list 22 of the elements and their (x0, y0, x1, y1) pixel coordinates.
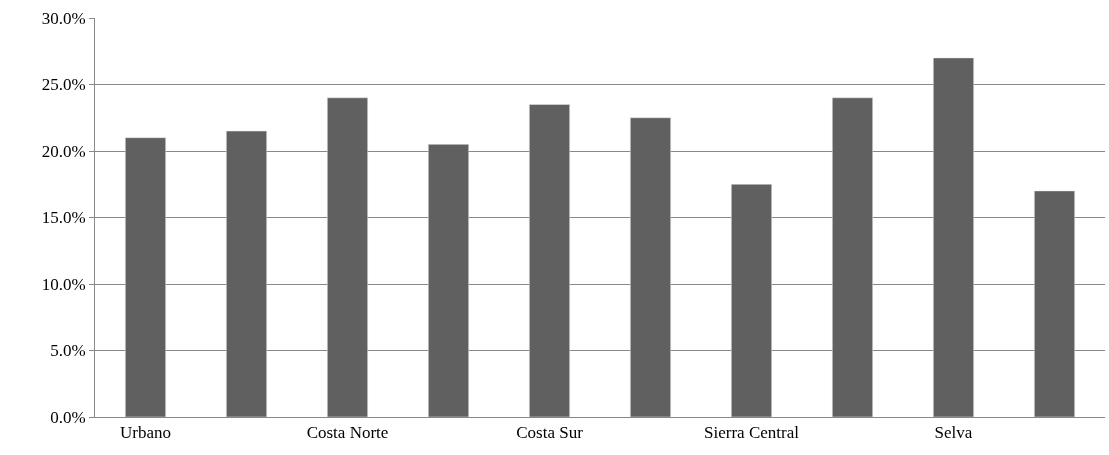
x-tick-label: Costa Norte (306, 423, 389, 443)
bar (933, 57, 974, 417)
bar (428, 144, 469, 417)
bar (630, 117, 671, 417)
bar (327, 97, 368, 417)
x-tick-label: Selva (934, 423, 973, 443)
x-tick-label: Urbano (120, 423, 171, 443)
y-tick-label: 0.0% (50, 407, 86, 427)
y-tick-label: 5.0% (50, 341, 86, 361)
x-tick-label: Sierra Central (704, 423, 800, 443)
y-tick-label: 25.0% (41, 75, 86, 95)
bar (125, 137, 166, 417)
y-tick-label: 20.0% (41, 141, 86, 161)
bar (731, 184, 772, 417)
y-tick-label: 15.0% (41, 208, 86, 228)
x-tick-label: Costa Sur (516, 423, 584, 443)
y-tick-label: 30.0% (41, 8, 86, 28)
bar (1034, 190, 1075, 417)
bar (832, 97, 873, 417)
y-tick-label: 10.0% (41, 274, 86, 294)
bar (529, 104, 570, 417)
bar (226, 130, 267, 417)
